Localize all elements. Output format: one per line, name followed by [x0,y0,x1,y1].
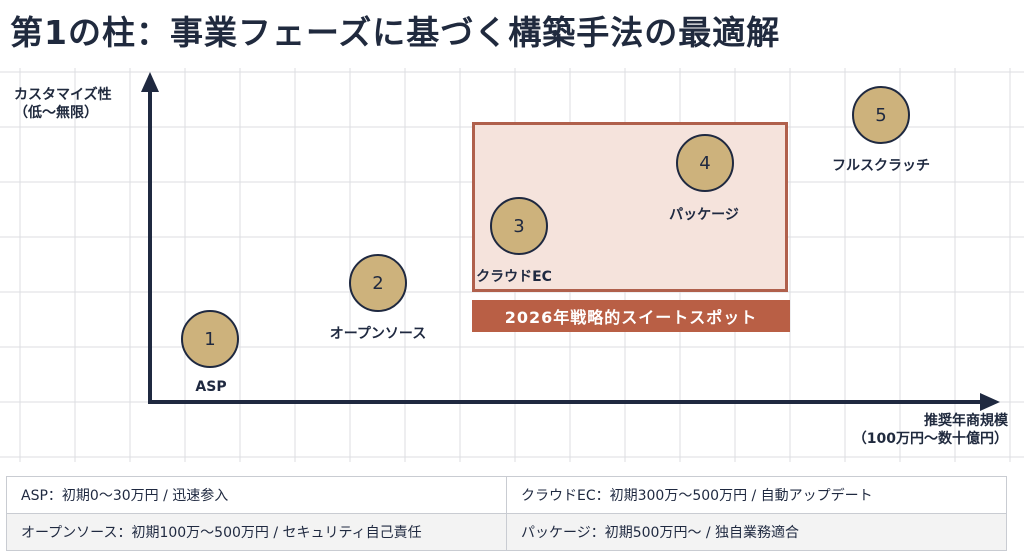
node-5-label: フルスクラッチ [832,158,930,174]
node-4-label: パッケージ [669,207,739,223]
y-axis [141,72,159,402]
page-title: 第1の柱：事業フェーズに基づく構築手法の最適解 [10,13,781,52]
table-cell-package: パッケージ：初期500万円〜 / 独自業務適合 [506,513,1007,551]
y-axis-label-line-1: カスタマイズ性 [14,87,112,103]
x-axis-label-line-1: 推奨年商規模 [924,413,1008,429]
table-cell-asp: ASP：初期0〜30万円 / 迅速参入 [6,476,507,514]
node-1-circle: 1 [181,310,239,368]
x-axis-label: 推奨年商規模 （100万円〜数十億円） [853,412,1008,448]
table-cell-open-source: オープンソース：初期100万〜500万円 / セキュリティ自己責任 [6,513,507,551]
node-3-label: クラウドEC [476,269,552,285]
node-4-circle: 4 [676,134,734,192]
sweet-spot-banner: 2026年戦略的スイートスポット [472,300,790,332]
x-axis [148,393,1000,411]
node-5-circle: 5 [852,86,910,144]
table-row: ASP：初期0〜30万円 / 迅速参入 クラウドEC：初期300万〜500万円 … [6,476,1007,514]
summary-table: ASP：初期0〜30万円 / 迅速参入 クラウドEC：初期300万〜500万円 … [6,476,1007,551]
y-axis-label: カスタマイズ性 （低〜無限） [14,86,112,122]
node-2-circle: 2 [349,254,407,312]
table-row: オープンソース：初期100万〜500万円 / セキュリティ自己責任 パッケージ：… [6,513,1007,551]
x-axis-label-line-2: （100万円〜数十億円） [852,431,1008,447]
y-axis-label-line-2: （低〜無限） [14,105,98,121]
node-2-label: オープンソース [329,326,427,342]
node-1-label: ASP [195,379,227,395]
node-3-circle: 3 [490,197,548,255]
table-cell-cloud-ec: クラウドEC：初期300万〜500万円 / 自動アップデート [506,476,1007,514]
